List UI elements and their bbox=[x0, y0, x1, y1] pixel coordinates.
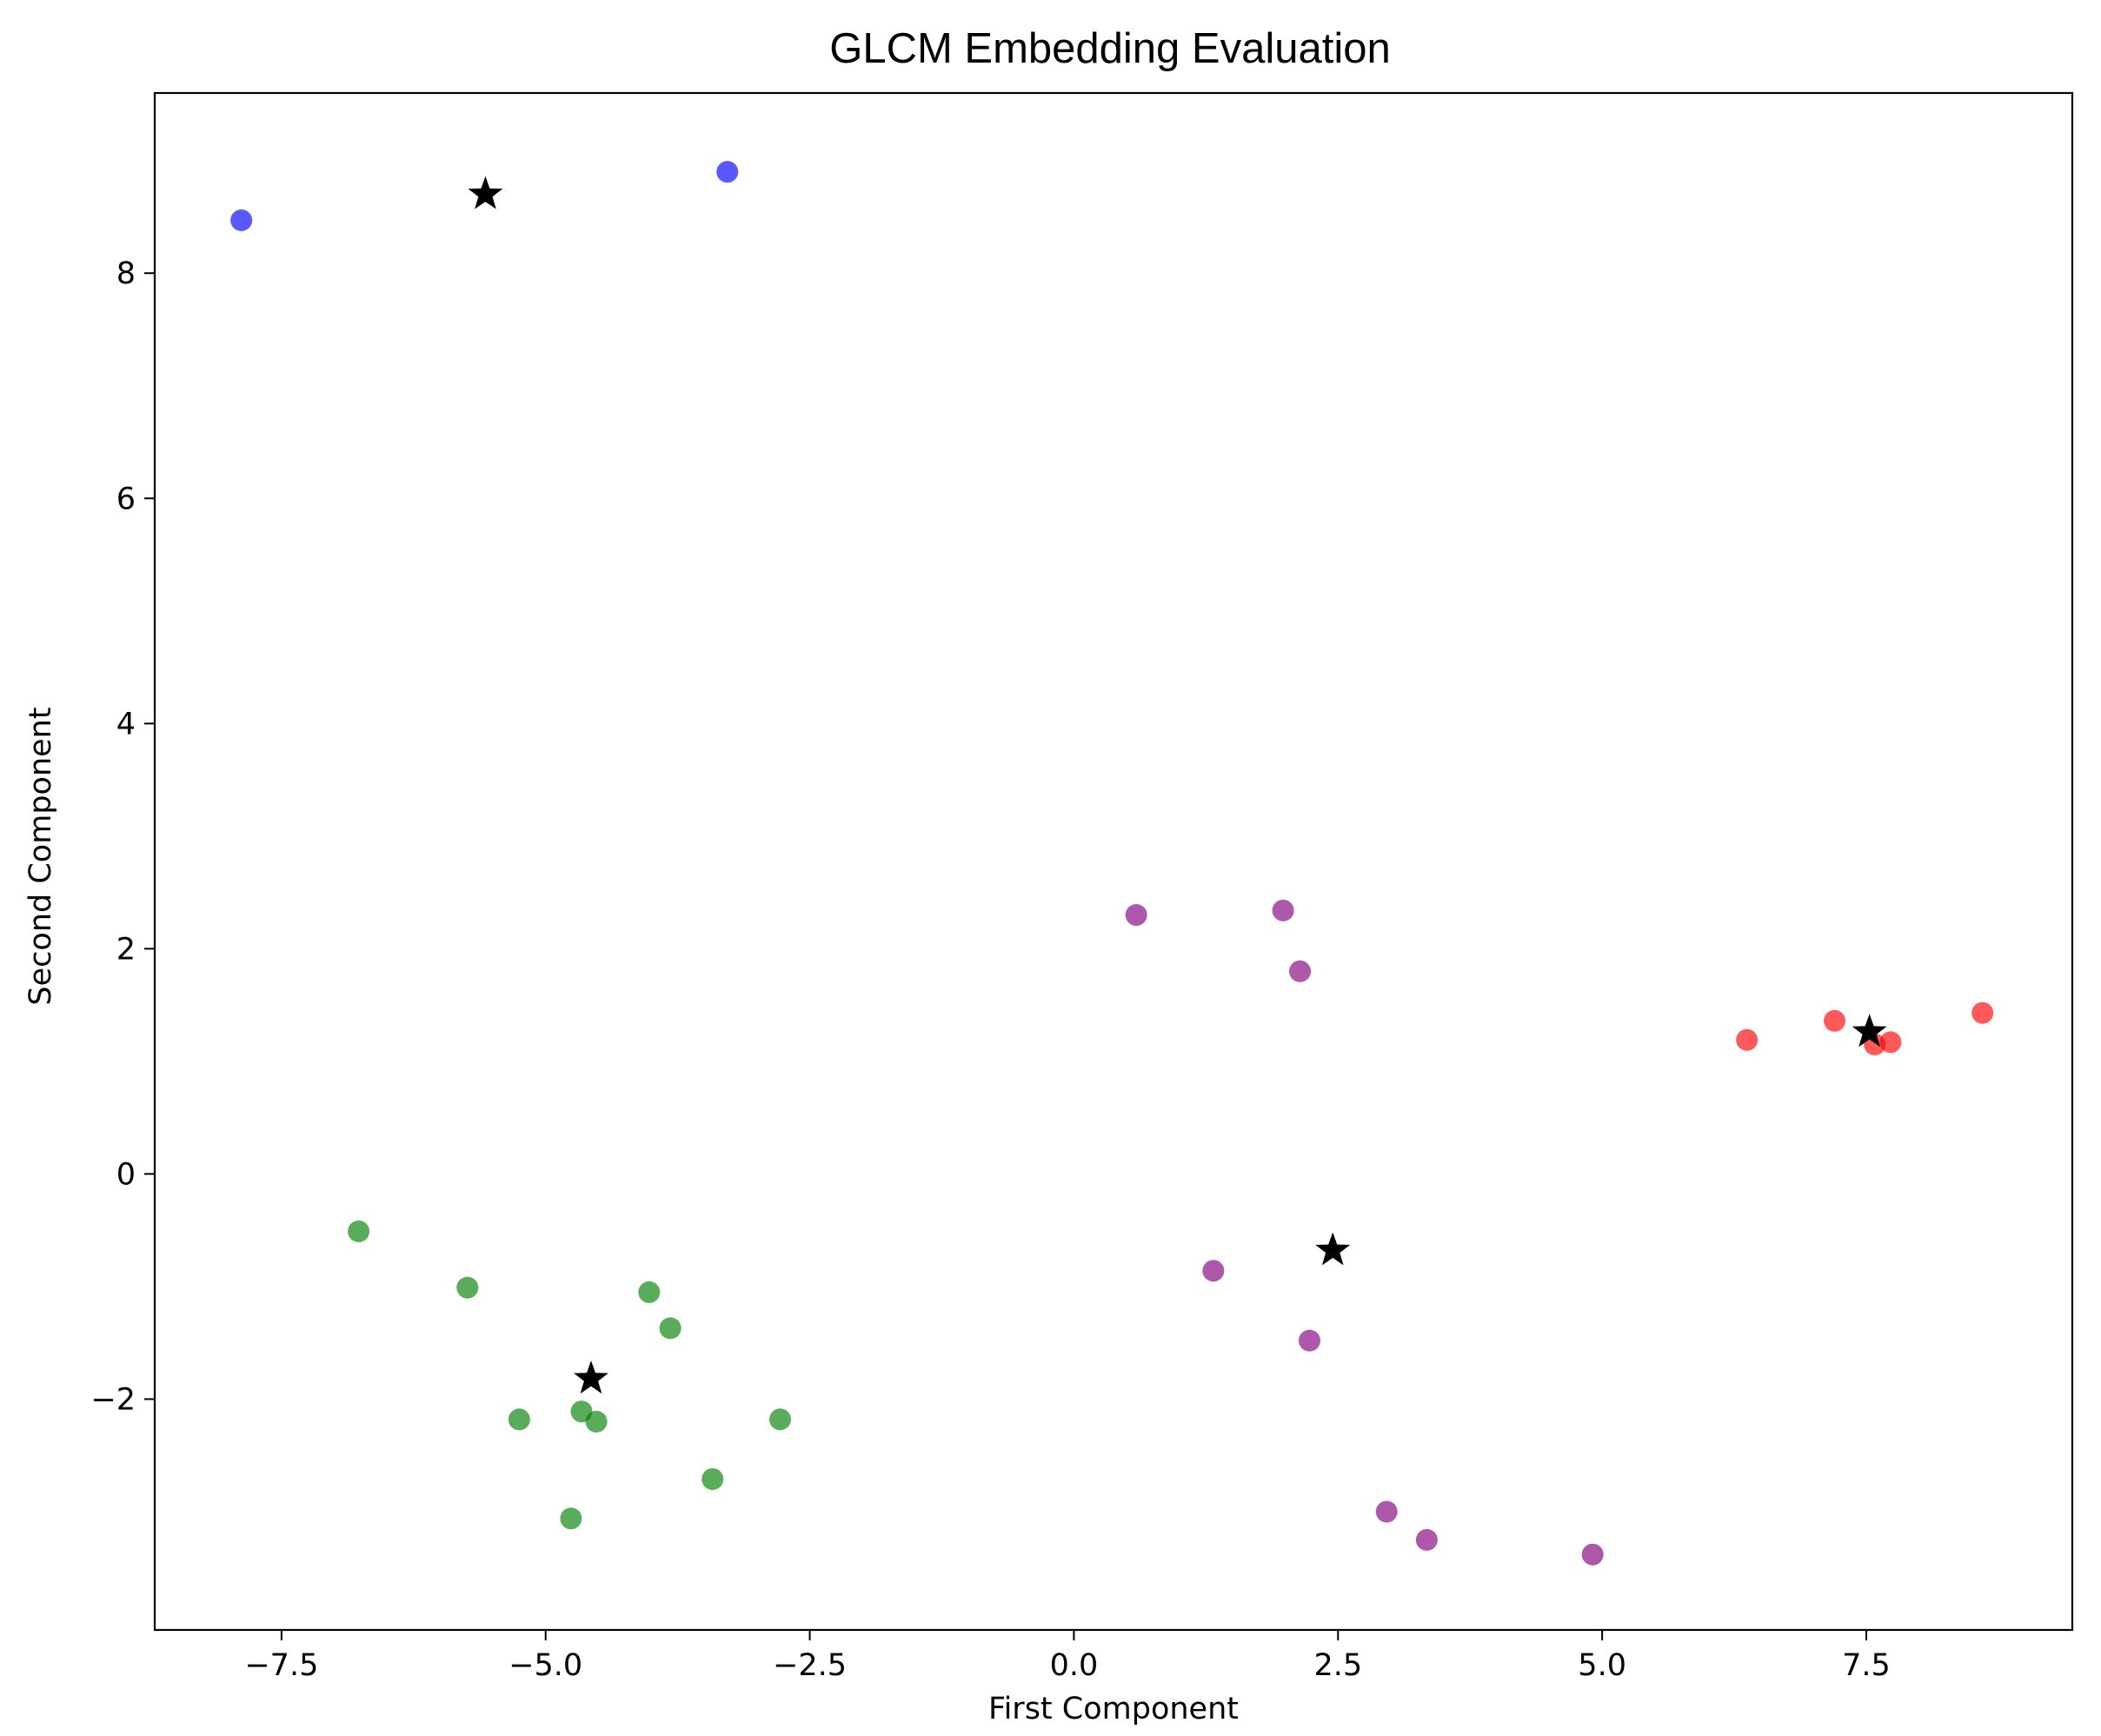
data-point bbox=[1298, 1329, 1320, 1352]
data-point bbox=[456, 1276, 479, 1299]
x-axis-label: First Component bbox=[988, 1692, 1239, 1726]
data-point bbox=[659, 1317, 681, 1340]
x-axis: −7.5 −5.0 −2.5 0.0 2.5 5.0 7.5 bbox=[244, 1630, 1891, 1683]
y-axis: −2 0 2 4 6 8 bbox=[90, 256, 155, 1417]
data-point bbox=[1879, 1031, 1902, 1054]
x-tick-label: −5.0 bbox=[509, 1648, 582, 1683]
x-tick-label: 7.5 bbox=[1842, 1648, 1891, 1683]
data-point bbox=[1289, 960, 1312, 982]
data-point bbox=[348, 1220, 370, 1242]
x-tick-label: 0.0 bbox=[1050, 1648, 1099, 1683]
data-point bbox=[560, 1507, 582, 1530]
data-point bbox=[1375, 1500, 1398, 1523]
chart-title: GLCM Embedding Evaluation bbox=[829, 25, 1391, 72]
centroid-star-marker bbox=[574, 1360, 608, 1394]
data-point bbox=[769, 1408, 792, 1431]
y-tick-label: −2 bbox=[90, 1382, 136, 1417]
data-point bbox=[1415, 1528, 1438, 1551]
data-point bbox=[701, 1467, 724, 1490]
plot-area-frame bbox=[153, 91, 2074, 1632]
data-point bbox=[1272, 899, 1294, 921]
points-layer bbox=[230, 161, 1994, 1566]
data-point bbox=[585, 1410, 608, 1433]
x-tick-label: 2.5 bbox=[1313, 1648, 1362, 1683]
y-tick-label: 2 bbox=[116, 932, 136, 967]
data-point bbox=[508, 1408, 530, 1431]
x-tick-label: −2.5 bbox=[773, 1648, 847, 1683]
data-point bbox=[1581, 1543, 1604, 1566]
y-axis-label: Second Component bbox=[23, 707, 58, 1005]
data-point bbox=[230, 209, 253, 231]
y-tick-label: 4 bbox=[116, 707, 136, 742]
centroid-star-marker bbox=[1315, 1232, 1351, 1266]
data-point bbox=[1202, 1260, 1225, 1282]
data-point bbox=[1824, 1009, 1846, 1032]
data-point bbox=[1125, 904, 1147, 927]
y-tick-label: 8 bbox=[116, 256, 136, 291]
data-point bbox=[1971, 1001, 1994, 1024]
y-tick-label: 6 bbox=[116, 482, 136, 516]
centroid-star-marker bbox=[468, 176, 503, 210]
data-point bbox=[716, 161, 739, 183]
y-tick-label: 0 bbox=[116, 1157, 136, 1192]
x-tick-label: −7.5 bbox=[244, 1648, 318, 1683]
data-point bbox=[1736, 1028, 1759, 1051]
data-point bbox=[638, 1280, 661, 1303]
x-tick-label: 5.0 bbox=[1578, 1648, 1626, 1683]
centroid-star-marker bbox=[1852, 1014, 1887, 1048]
